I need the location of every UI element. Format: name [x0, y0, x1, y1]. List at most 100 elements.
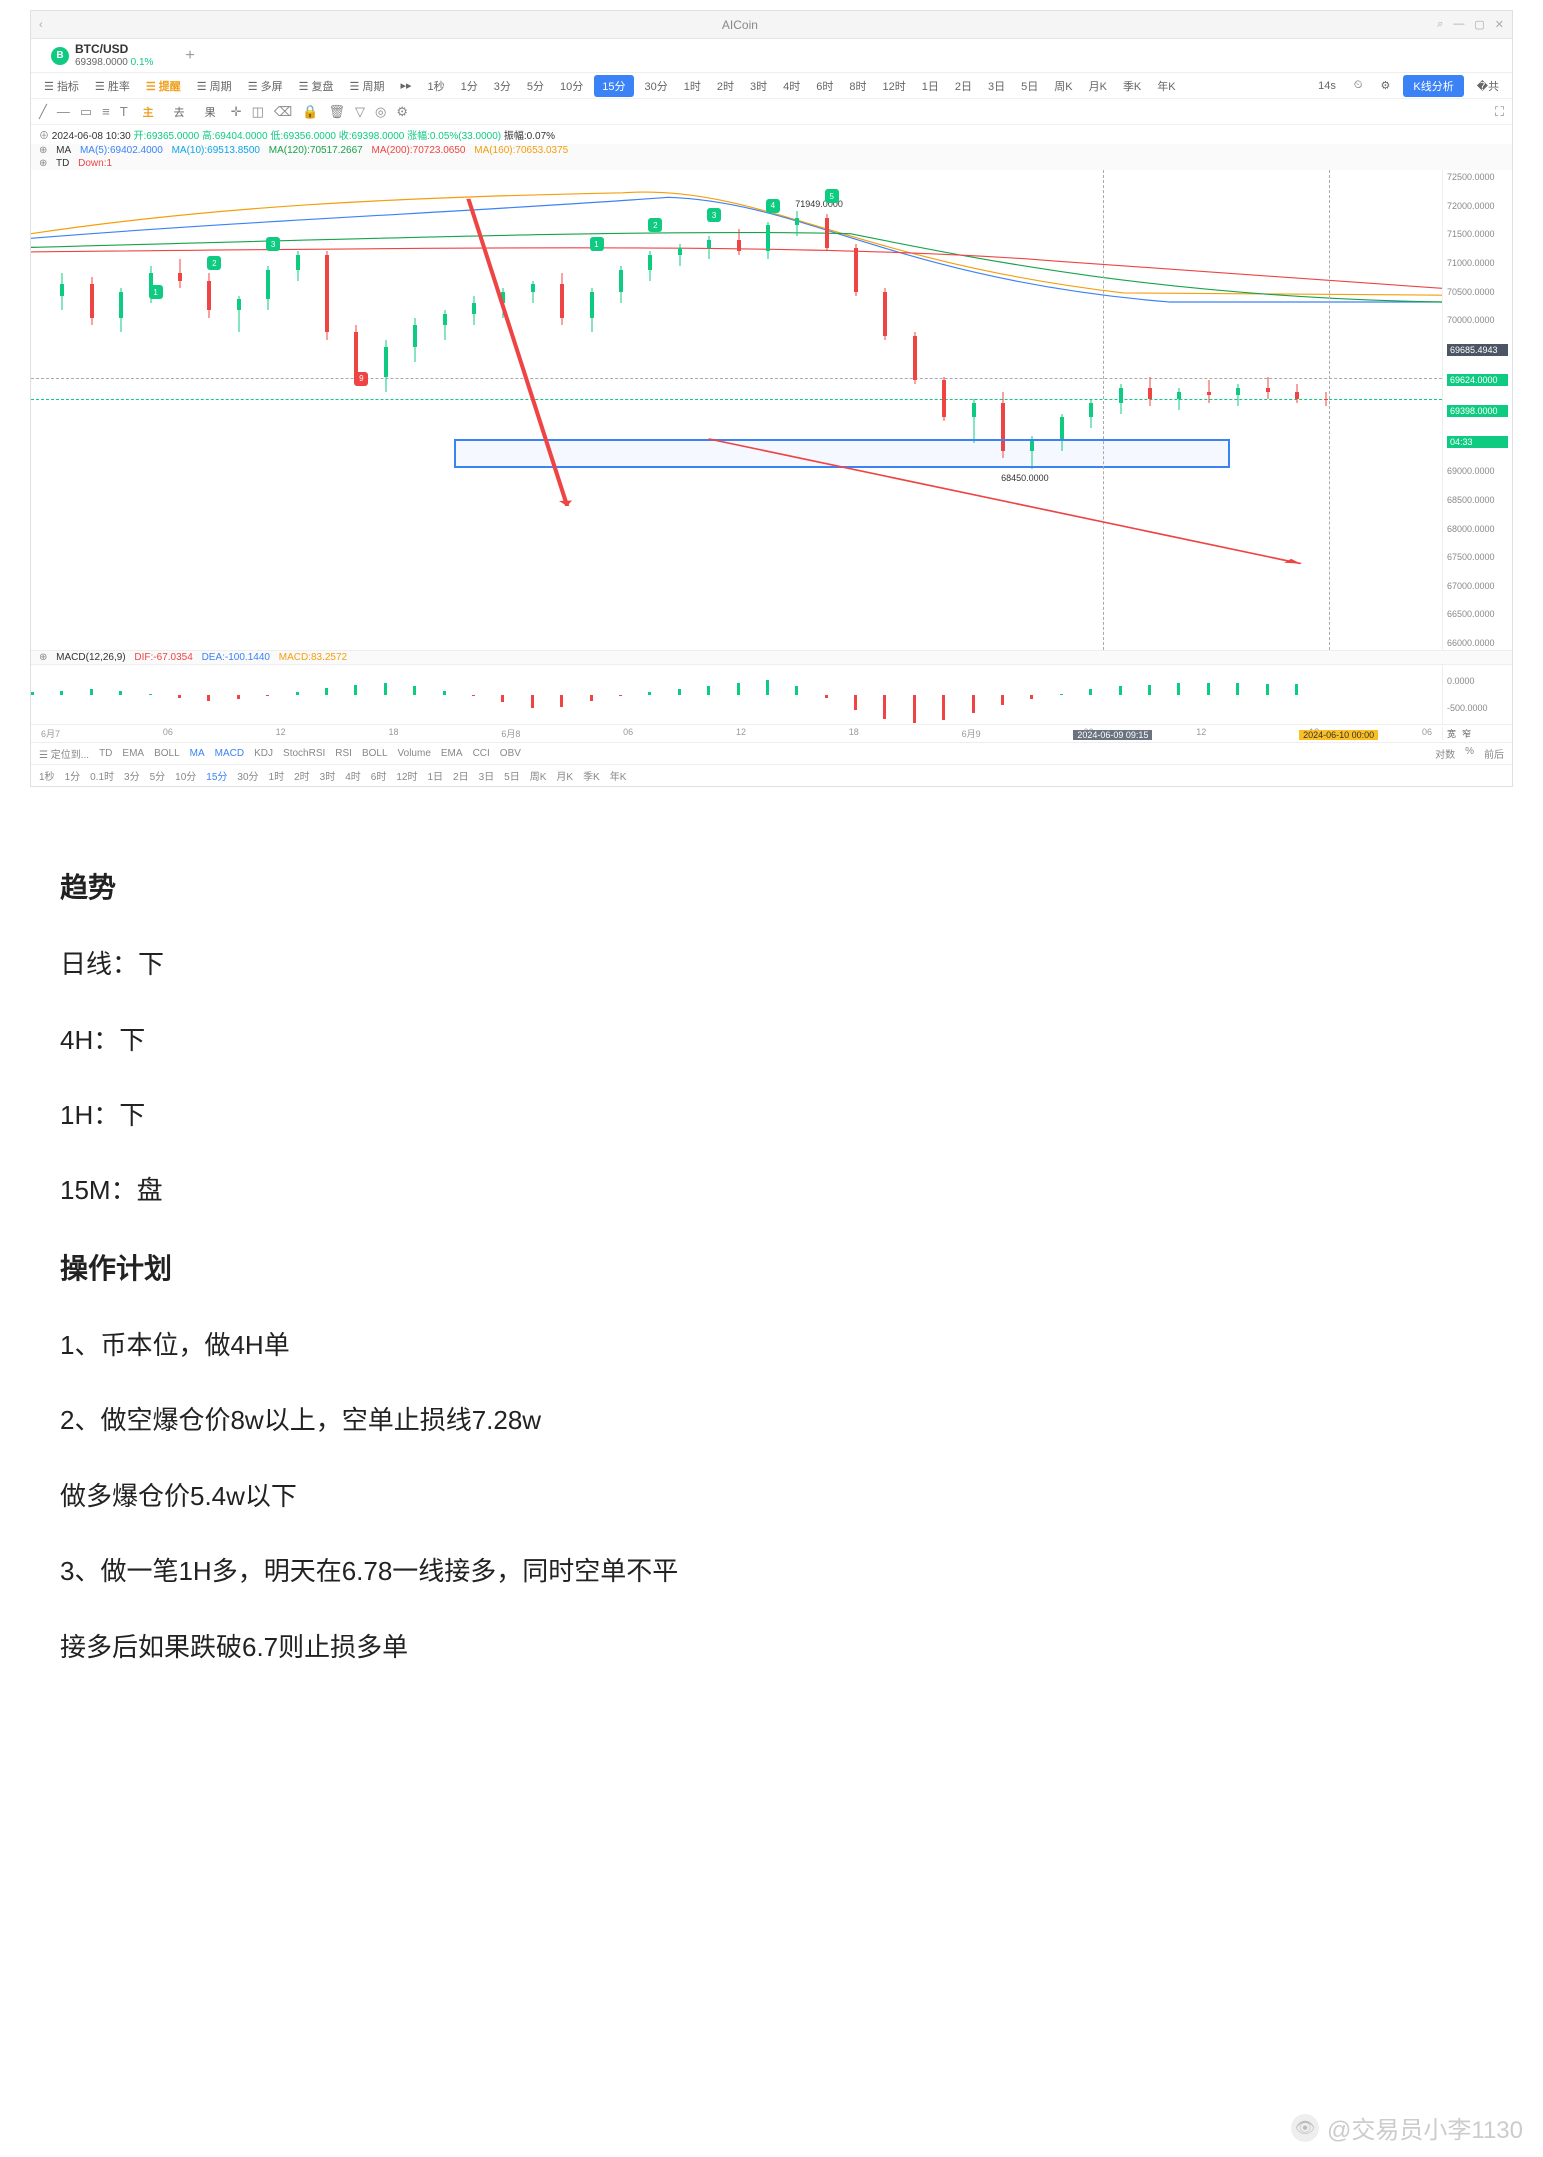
indicator-StochRSI[interactable]: StochRSI [283, 748, 325, 759]
tf2-周K[interactable]: 周K [530, 768, 547, 783]
rect-tool-icon[interactable]: ▭ [80, 104, 92, 120]
ind-opt[interactable]: % [1465, 746, 1474, 761]
tf2-2时[interactable]: 2时 [294, 768, 310, 783]
tf2-0.1时[interactable]: 0.1时 [90, 768, 114, 783]
indicator-KDJ[interactable]: KDJ [254, 748, 273, 759]
tf2-1秒[interactable]: 1秒 [39, 768, 55, 783]
ind-opt[interactable]: 前后 [1484, 746, 1504, 761]
toolbar-item-2[interactable]: ☰ 提醒 [141, 76, 186, 96]
alert-icon[interactable]: ⏲ [1349, 77, 1368, 94]
hline-tool-icon[interactable]: — [57, 104, 70, 119]
tf-5日[interactable]: 5日 [1016, 76, 1043, 96]
lock-tool-icon[interactable]: 🔒 [302, 104, 318, 120]
search-icon[interactable]: ⌕ [1437, 18, 1443, 31]
macd-bar [178, 695, 181, 698]
tf2-4时[interactable]: 4时 [345, 768, 361, 783]
ruler-tool-icon[interactable]: ◫ [252, 104, 264, 120]
maximize-icon[interactable]: ▢ [1474, 18, 1484, 31]
toolbar-item-5[interactable]: ☰ 复盘 [294, 76, 339, 96]
tf-月K[interactable]: 月K [1084, 76, 1112, 96]
share-icon[interactable]: �共 [1472, 76, 1504, 96]
locate-button[interactable]: ☰ 定位到... [39, 746, 89, 761]
tf-8时[interactable]: 8时 [844, 76, 871, 96]
tf-3日[interactable]: 3日 [983, 76, 1010, 96]
tf-6时[interactable]: 6时 [811, 76, 838, 96]
tf2-1时[interactable]: 1时 [269, 768, 285, 783]
tf-周K[interactable]: 周K [1049, 76, 1077, 96]
indicator-BOLL[interactable]: BOLL [362, 748, 388, 759]
settings-icon[interactable]: ⚙ [396, 104, 408, 120]
ind-opt[interactable]: 对数 [1435, 746, 1455, 761]
tf2-1分[interactable]: 1分 [65, 768, 81, 783]
tf-3时[interactable]: 3时 [745, 76, 772, 96]
tf2-3分[interactable]: 3分 [124, 768, 140, 783]
tf-1秒[interactable]: 1秒 [423, 76, 450, 96]
tf2-5分[interactable]: 5分 [150, 768, 166, 783]
tf-2时[interactable]: 2时 [712, 76, 739, 96]
tf2-月K[interactable]: 月K [556, 768, 573, 783]
trash-tool-icon[interactable]: 🗑 [328, 104, 345, 120]
tf2-5日[interactable]: 5日 [504, 768, 520, 783]
gear-icon[interactable]: ⚙ [1376, 77, 1396, 94]
tf2-12时[interactable]: 12时 [396, 768, 417, 783]
tf-4时[interactable]: 4时 [778, 76, 805, 96]
indicator-EMA[interactable]: EMA [122, 748, 144, 759]
tf2-15分[interactable]: 15分 [206, 768, 227, 783]
indicator-BOLL[interactable]: BOLL [154, 748, 180, 759]
camera-icon[interactable]: ◎ [375, 104, 386, 120]
symbol-tab-btcusd[interactable]: B BTC/USD 69398.0000 0.1% [39, 39, 165, 71]
magnet-tool-icon[interactable]: ✛ [231, 104, 242, 120]
minimize-icon[interactable]: — [1453, 18, 1464, 31]
tf-12时[interactable]: 12时 [878, 76, 911, 96]
indicator-EMA[interactable]: EMA [441, 748, 463, 759]
tf2-1日[interactable]: 1日 [427, 768, 443, 783]
td-mark: 9 [354, 372, 368, 386]
tf-15分[interactable]: 15分 [594, 75, 633, 97]
tf-30分[interactable]: 30分 [640, 76, 673, 96]
filter-icon[interactable]: ▽ [355, 104, 365, 120]
macd-panel[interactable]: 0.0000-500.0000 [31, 664, 1512, 724]
text-tool-icon[interactable]: T [120, 104, 128, 119]
tf-1分[interactable]: 1分 [456, 76, 483, 96]
toolbar-item-1[interactable]: ☰ 胜率 [90, 76, 135, 96]
countdown: 14s [1313, 78, 1341, 94]
indicator-MA[interactable]: MA [190, 748, 205, 759]
tf2-30分[interactable]: 30分 [237, 768, 258, 783]
fullscreen-icon[interactable]: ⛶ [1495, 104, 1504, 120]
indicator-OBV[interactable]: OBV [500, 748, 521, 759]
toolbar-item-6[interactable]: ☰ 周期 [345, 76, 390, 96]
indicator-CCI[interactable]: CCI [473, 748, 490, 759]
tf-年K[interactable]: 年K [1152, 76, 1180, 96]
tf-3分[interactable]: 3分 [489, 76, 516, 96]
fib-tool-icon[interactable]: ≡ [102, 104, 110, 119]
eraser-tool-icon[interactable]: ⌫ [274, 104, 292, 120]
tf2-年K[interactable]: 年K [610, 768, 627, 783]
tf-1时[interactable]: 1时 [679, 76, 706, 96]
close-icon[interactable]: ✕ [1495, 18, 1504, 31]
tf2-10分[interactable]: 10分 [175, 768, 196, 783]
style-sub2[interactable]: 果 [200, 102, 221, 122]
toolbar-item-4[interactable]: ☰ 多屏 [243, 76, 288, 96]
analysis-button[interactable]: K线分析 [1403, 75, 1463, 97]
tf2-季K[interactable]: 季K [583, 768, 600, 783]
tf-10分[interactable]: 10分 [555, 76, 588, 96]
toolbar-item-3[interactable]: ☰ 周期 [192, 76, 237, 96]
tf2-3日[interactable]: 3日 [479, 768, 495, 783]
indicator-Volume[interactable]: Volume [398, 748, 431, 759]
style-sub1[interactable]: 去 [169, 102, 190, 122]
tf2-6时[interactable]: 6时 [371, 768, 387, 783]
tf-1日[interactable]: 1日 [917, 76, 944, 96]
tf2-2日[interactable]: 2日 [453, 768, 469, 783]
indicator-TD[interactable]: TD [99, 748, 112, 759]
indicator-RSI[interactable]: RSI [335, 748, 352, 759]
indicator-MACD[interactable]: MACD [215, 748, 244, 759]
toolbar-item-0[interactable]: ☰ 指标 [39, 76, 84, 96]
tf2-3时[interactable]: 3时 [320, 768, 336, 783]
style-main[interactable]: 主 [138, 102, 159, 122]
price-chart[interactable]: 71949.000068450.0000123912345 72500.0000… [31, 170, 1512, 650]
tf-5分[interactable]: 5分 [522, 76, 549, 96]
tf-季K[interactable]: 季K [1118, 76, 1146, 96]
add-tab-button[interactable]: + [185, 47, 194, 65]
tf-2日[interactable]: 2日 [950, 76, 977, 96]
line-tool-icon[interactable]: ╱ [39, 104, 47, 120]
